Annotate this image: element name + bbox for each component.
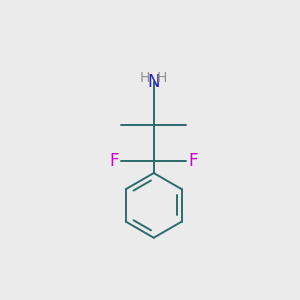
Text: F: F	[110, 152, 119, 170]
Text: N: N	[148, 73, 160, 91]
Text: H: H	[140, 70, 151, 85]
Text: H: H	[157, 70, 167, 85]
Text: F: F	[188, 152, 198, 170]
